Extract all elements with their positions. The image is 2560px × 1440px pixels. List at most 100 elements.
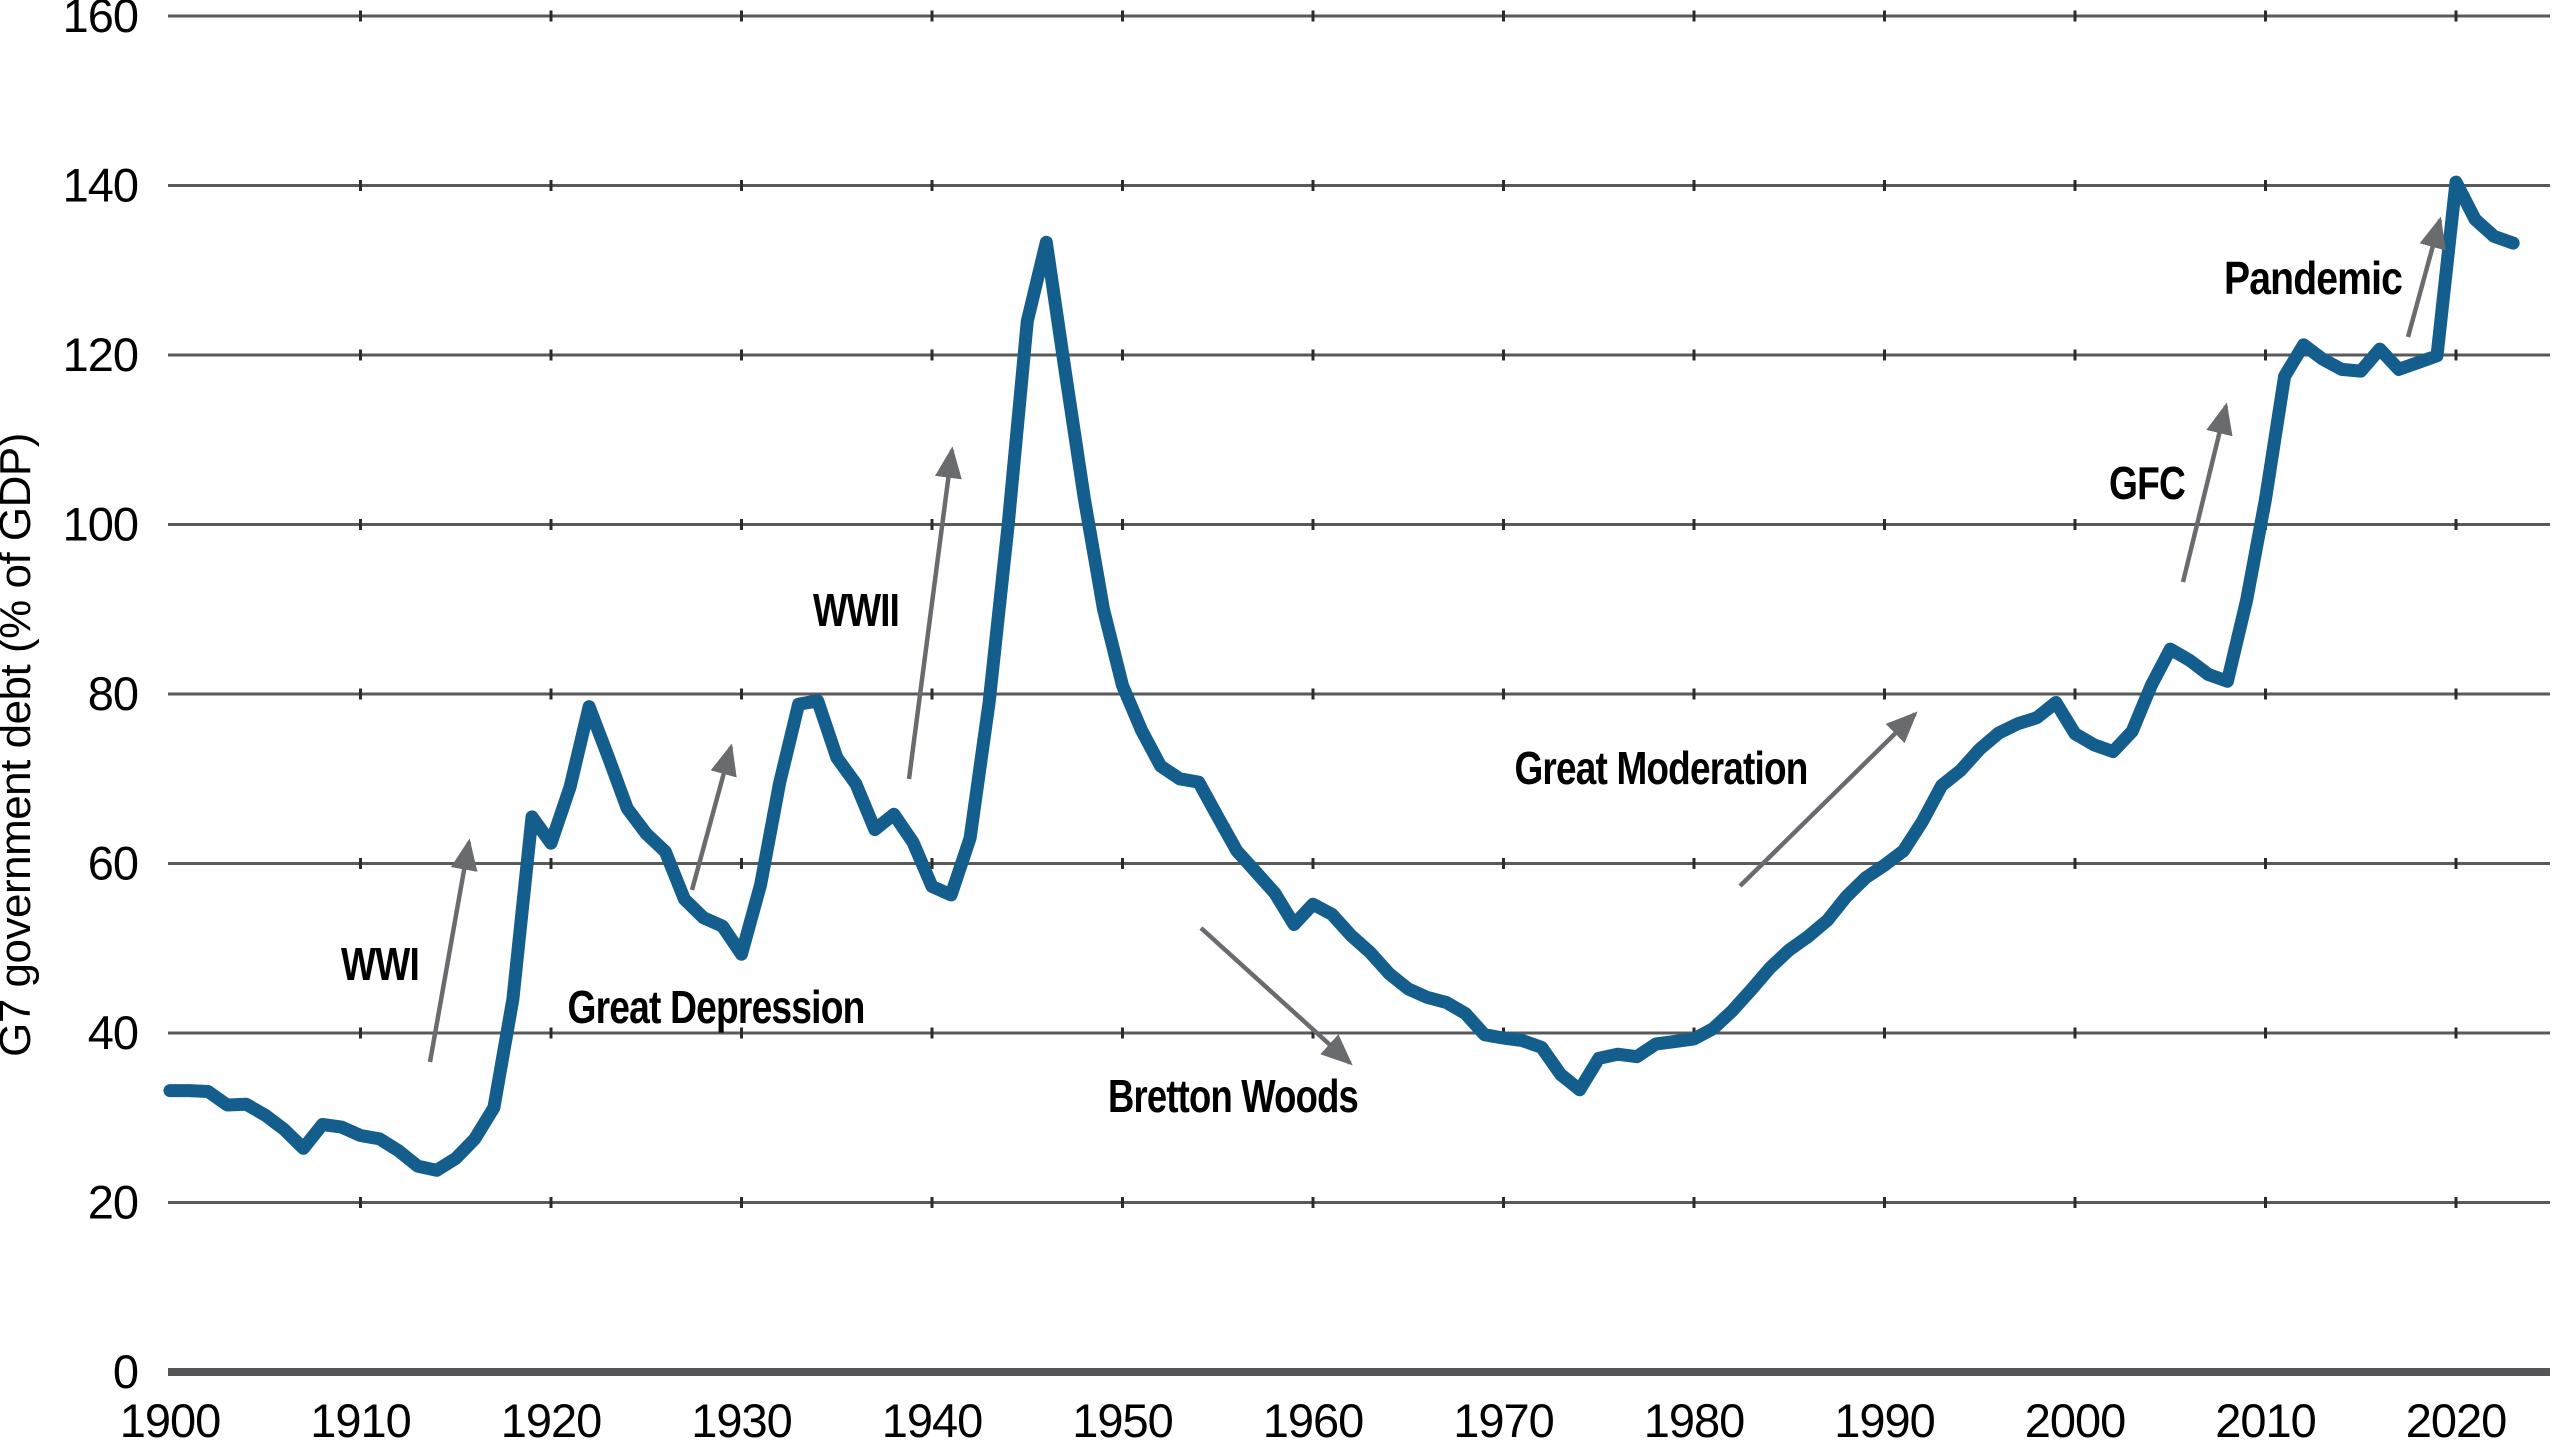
decade-tick bbox=[549, 10, 553, 22]
y-tick-label-20: 20 bbox=[88, 1176, 138, 1229]
decade-tick bbox=[359, 349, 362, 361]
data-series bbox=[163, 175, 2520, 1177]
decade-tick bbox=[1692, 349, 1696, 361]
decade-tick bbox=[740, 180, 743, 191]
annotation-label-wwi: WWI bbox=[341, 938, 419, 990]
decade-tick bbox=[930, 349, 934, 361]
x-tick-label-1980: 1980 bbox=[1644, 1394, 1745, 1440]
y-tick-label-40: 40 bbox=[88, 1006, 138, 1059]
decade-tick bbox=[2073, 688, 2077, 700]
decade-tick bbox=[359, 180, 362, 191]
annotation-label-great-moderation: Great Moderation bbox=[1515, 742, 1808, 794]
decade-tick bbox=[1883, 10, 1886, 22]
gridlines bbox=[168, 14, 2550, 1204]
decade-tick bbox=[2073, 858, 2077, 869]
annotation-arrow-great-moderation bbox=[1738, 711, 1918, 888]
x-tick-label-1920: 1920 bbox=[501, 1394, 602, 1440]
decade-tick bbox=[1883, 180, 1886, 191]
annotation-wwi: WWI bbox=[341, 838, 478, 1063]
decade-tick bbox=[930, 1197, 934, 1208]
annotation-great-moderation: Great Moderation bbox=[1515, 711, 1918, 888]
decade-tick bbox=[2454, 10, 2458, 22]
decade-tick bbox=[2264, 1027, 2267, 1039]
decade-tick bbox=[2454, 519, 2458, 530]
annotation-gfc: GFC bbox=[2109, 402, 2233, 583]
x-tick-labels: 1900 1910 1920 1930 1940 1950 1960 1970 1980 1990… bbox=[120, 1394, 2508, 1440]
decade-tick bbox=[2454, 688, 2458, 700]
decade-tick bbox=[1311, 1197, 1315, 1208]
y-tick-labels: 0 20 40 60 80 100 120 140 160 bbox=[63, 0, 139, 1398]
decade-tick bbox=[1311, 349, 1315, 361]
decade-tick bbox=[930, 10, 934, 22]
decade-tick bbox=[549, 688, 553, 700]
decade-tick bbox=[1502, 858, 1505, 869]
decade-tick bbox=[1311, 688, 1315, 700]
decade-tick bbox=[2264, 180, 2267, 191]
x-tick-label-1910: 1910 bbox=[310, 1394, 411, 1440]
x-tick-label-1990: 1990 bbox=[1834, 1394, 1935, 1440]
decade-tick bbox=[2264, 688, 2267, 700]
annotation-label-wwii: WWII bbox=[813, 584, 899, 636]
decade-tick bbox=[2264, 1197, 2267, 1208]
decade-tick bbox=[1692, 180, 1696, 191]
decade-tick bbox=[1121, 858, 1124, 869]
annotation-label-great-depression: Great Depression bbox=[568, 981, 865, 1033]
annotations: WWI Great Depression WWII Bretton Woods Grea… bbox=[341, 216, 2446, 1122]
decade-tick bbox=[549, 1197, 553, 1208]
y-tick-label-80: 80 bbox=[88, 667, 138, 720]
decade-tick bbox=[1692, 519, 1696, 530]
y-tick-label-60: 60 bbox=[88, 837, 138, 890]
annotation-arrow-gfc bbox=[2180, 402, 2233, 583]
decade-tick bbox=[740, 1197, 743, 1208]
x-tick-label-1960: 1960 bbox=[1263, 1394, 1364, 1440]
decade-tick bbox=[1121, 519, 1124, 530]
x-tick-label-1950: 1950 bbox=[1072, 1394, 1173, 1440]
decade-tick bbox=[1883, 349, 1886, 361]
decade-tick bbox=[930, 519, 934, 530]
decade-tick-marks bbox=[359, 10, 2458, 1208]
annotation-arrow-great-depression bbox=[689, 743, 737, 891]
decade-tick bbox=[359, 1027, 362, 1039]
annotation-bretton-woods: Bretton Woods bbox=[1108, 926, 1359, 1122]
decade-tick bbox=[549, 858, 553, 869]
decade-tick bbox=[549, 519, 553, 530]
y-tick-label-100: 100 bbox=[63, 498, 138, 551]
decade-tick bbox=[930, 1027, 934, 1039]
y-tick-label-160: 160 bbox=[63, 0, 138, 42]
y-axis-title: G7 government debt (% of GDP) bbox=[0, 433, 40, 1057]
decade-tick bbox=[2454, 349, 2458, 361]
decade-tick bbox=[549, 349, 553, 361]
decade-tick bbox=[1883, 519, 1886, 530]
y-tick-label-120: 120 bbox=[63, 328, 138, 381]
decade-tick bbox=[359, 688, 362, 700]
decade-tick bbox=[1311, 180, 1315, 191]
decade-tick bbox=[359, 10, 362, 22]
decade-tick bbox=[740, 688, 743, 700]
decade-tick bbox=[1502, 10, 1505, 22]
decade-tick bbox=[1311, 1027, 1315, 1039]
decade-tick bbox=[359, 858, 362, 869]
debt-line-series bbox=[163, 175, 2520, 1177]
annotation-wwii: WWII bbox=[813, 446, 962, 780]
x-tick-label-1930: 1930 bbox=[691, 1394, 792, 1440]
decade-tick bbox=[549, 180, 553, 191]
decade-tick bbox=[1121, 1197, 1124, 1208]
decade-tick bbox=[1502, 519, 1505, 530]
decade-tick bbox=[1502, 1197, 1505, 1208]
x-tick-label-1970: 1970 bbox=[1453, 1394, 1554, 1440]
annotation-label-bretton-woods: Bretton Woods bbox=[1108, 1070, 1358, 1122]
annotation-great-depression: Great Depression bbox=[568, 743, 866, 1033]
decade-tick bbox=[1311, 519, 1315, 530]
x-tick-label-1940: 1940 bbox=[882, 1394, 983, 1440]
decade-tick bbox=[930, 180, 934, 191]
decade-tick bbox=[359, 1197, 362, 1208]
decade-tick bbox=[740, 858, 743, 869]
annotation-arrow-wwii bbox=[906, 446, 962, 780]
annotation-label-gfc: GFC bbox=[2109, 457, 2185, 509]
decade-tick bbox=[2073, 180, 2077, 191]
decade-tick bbox=[1121, 10, 1124, 22]
x-tick-label-1900: 1900 bbox=[120, 1394, 221, 1440]
decade-tick bbox=[549, 1027, 553, 1039]
decade-tick bbox=[740, 1027, 743, 1039]
decade-tick bbox=[1502, 180, 1505, 191]
